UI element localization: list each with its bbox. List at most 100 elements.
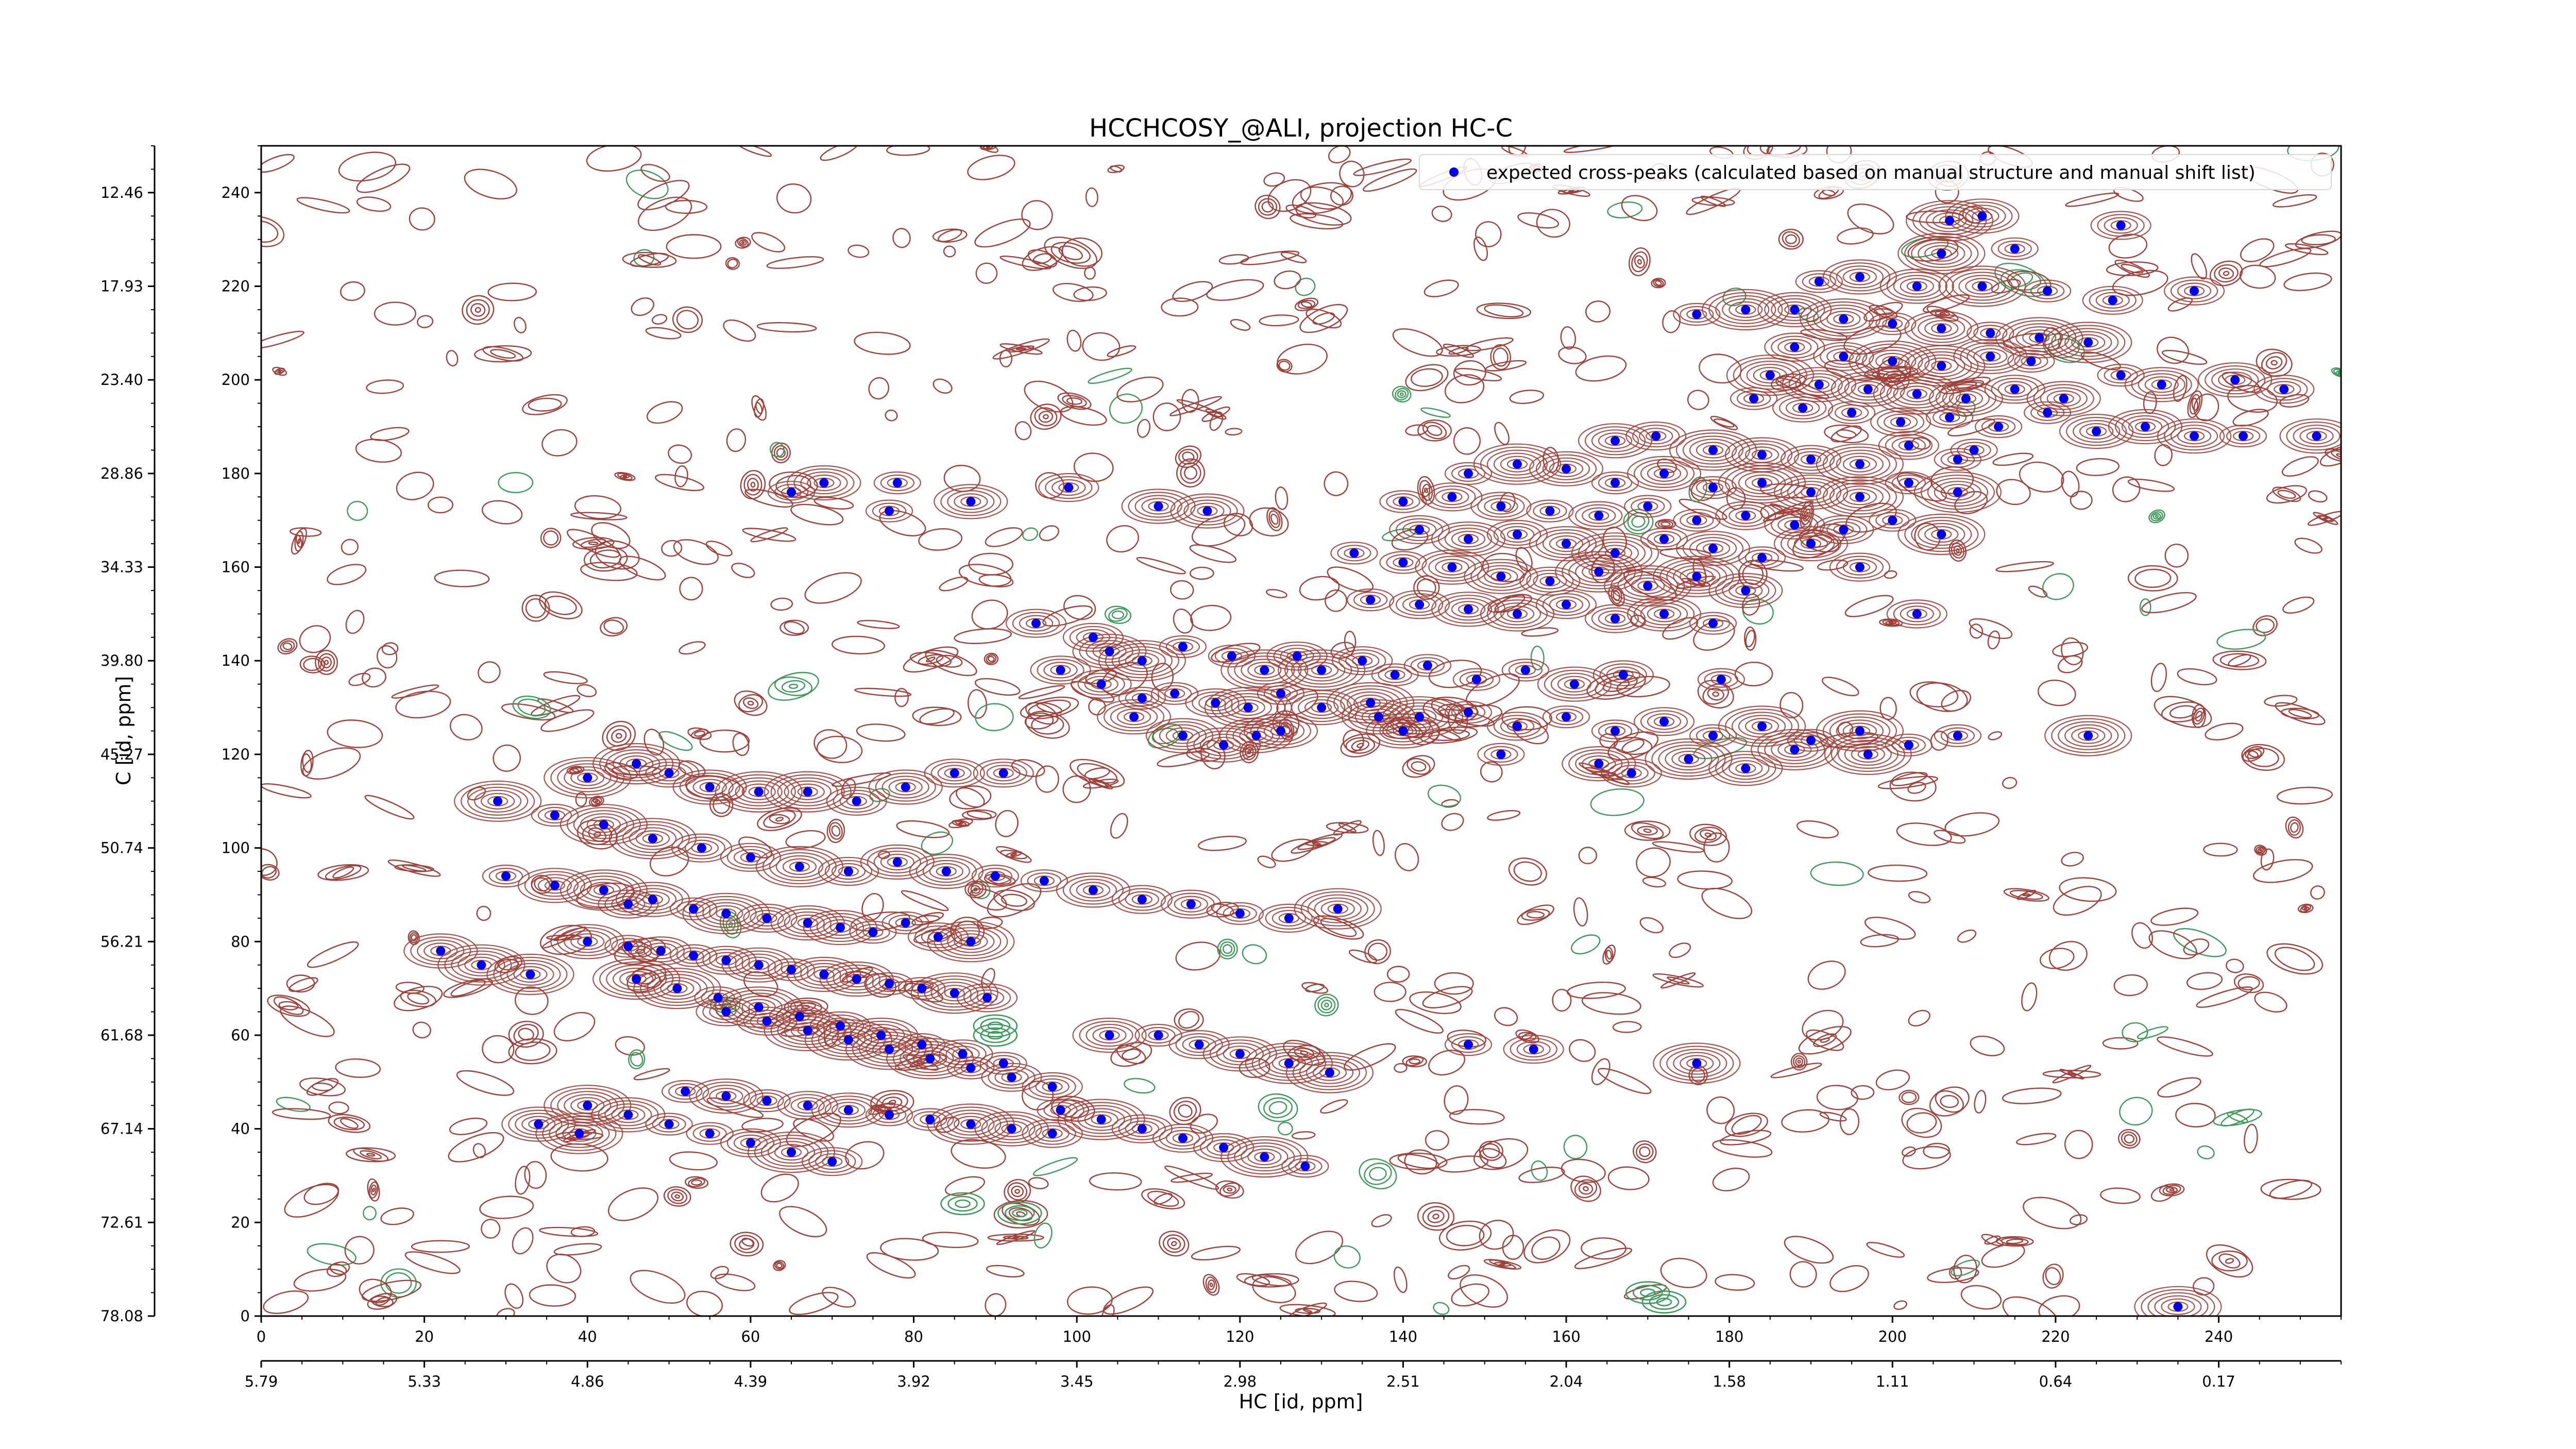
cross-peak-point	[1096, 679, 1106, 689]
peak-contour	[1141, 1026, 1176, 1044]
peak-contour	[1378, 666, 1412, 683]
peak-contour	[1598, 474, 1633, 492]
peak-contour	[924, 759, 985, 788]
peak-contour	[1965, 208, 1999, 225]
noise-contour	[2102, 1037, 2139, 1050]
noise-contour	[2206, 1244, 2253, 1278]
peak-contour	[1542, 457, 1590, 480]
noise-contour	[1893, 1300, 1907, 1310]
peak-contour	[611, 1106, 646, 1123]
peak-contour	[669, 897, 718, 920]
noise-contour	[1653, 279, 1664, 288]
cross-peak-point	[843, 1035, 853, 1044]
noise-contour	[1230, 319, 1251, 331]
cross-peak-point	[2312, 431, 2321, 441]
peak-contour	[1221, 649, 1309, 691]
noise-contour	[2317, 515, 2334, 523]
x-tick-label: 100	[1062, 1328, 1091, 1345]
cross-peak-point	[1611, 726, 1620, 736]
peak-contour	[743, 1089, 791, 1113]
peak-contour	[1697, 668, 1745, 691]
noise-contour	[2193, 707, 2205, 725]
peak-contour	[676, 947, 711, 964]
cross-peak-point	[1708, 618, 1718, 628]
noise-contour	[307, 941, 359, 968]
negative-contour	[1641, 1290, 1687, 1313]
peak-contour	[1421, 482, 1483, 512]
peak-contour	[570, 769, 605, 786]
cross-peak-point	[868, 928, 878, 937]
peak-contour	[954, 493, 988, 510]
noise-contour	[1687, 390, 1709, 410]
cross-peak-point	[1765, 370, 1775, 380]
cross-peak-point	[1056, 1105, 1065, 1115]
noise-contour	[766, 256, 824, 269]
peak-contour	[1651, 741, 1726, 777]
peak-contour	[1484, 498, 1518, 515]
peak-contour	[1265, 1052, 1313, 1075]
peak-contour	[709, 1088, 743, 1105]
cross-peak-point	[966, 937, 976, 947]
peak-contour	[1680, 568, 1714, 585]
noise-contour	[302, 747, 361, 780]
noise-contour	[978, 146, 998, 153]
peak-contour	[1952, 272, 2013, 301]
y-ppm-tick-label: 72.61	[100, 1214, 143, 1231]
noise-contour	[1790, 1053, 1808, 1071]
noise-contour	[1249, 507, 1289, 536]
noise-contour	[1480, 761, 1503, 783]
peak-contour	[1557, 676, 1591, 693]
peak-contour	[1550, 672, 1598, 696]
peak-contour	[2040, 387, 2088, 410]
noise-contour	[479, 1195, 534, 1219]
noise-contour	[1669, 942, 1691, 958]
noise-contour	[1991, 279, 2021, 294]
cross-peak-point	[819, 969, 829, 979]
noise-contour	[446, 350, 459, 367]
noise-contour	[1781, 1109, 1829, 1133]
peak-contour	[1312, 1064, 1347, 1081]
noise-contour	[517, 698, 546, 716]
peak-contour	[2226, 428, 2261, 445]
peak-contour	[1103, 702, 1165, 732]
noise-contour	[1970, 1035, 2005, 1056]
peak-contour	[2058, 328, 2119, 357]
cross-peak-point	[876, 1031, 886, 1040]
cross-peak-point	[1317, 665, 1327, 675]
noise-contour	[1782, 231, 1800, 247]
noise-contour	[912, 706, 962, 726]
noise-contour	[2244, 1123, 2258, 1154]
noise-contour	[1085, 187, 1098, 207]
noise-contour	[1417, 419, 1452, 442]
noise-contour	[1007, 1182, 1027, 1201]
peak-contour	[1689, 612, 1737, 635]
cross-peak-point	[1806, 487, 1816, 497]
noise-contour	[1035, 765, 1059, 793]
cross-peak-point	[1251, 731, 1261, 740]
cross-peak-point	[1513, 721, 1522, 731]
noise-contour	[2254, 845, 2267, 856]
noise-contour	[2196, 986, 2253, 1008]
legend-marker	[1449, 167, 1459, 177]
noise-contour	[822, 1287, 856, 1308]
cross-peak-point	[966, 1063, 976, 1073]
peak-contour	[2154, 1295, 2202, 1316]
noise-contour	[995, 810, 1019, 837]
peak-contour	[1836, 452, 1884, 476]
peak-contour	[1272, 1055, 1306, 1072]
noise-contour	[630, 252, 669, 267]
peak-contour	[1787, 448, 1835, 471]
noise-contour	[1106, 525, 1139, 553]
peak-contour	[1028, 1075, 1076, 1098]
peak-contour	[702, 949, 750, 972]
noise-contour	[1136, 557, 1186, 575]
cross-peak-point	[1496, 571, 1506, 581]
noise-contour	[2301, 234, 2336, 245]
noise-contour	[739, 240, 747, 246]
peak-contour	[1934, 724, 1981, 747]
noise-contour	[725, 257, 740, 270]
noise-contour	[1473, 1138, 1529, 1170]
peak-contour	[1165, 727, 1200, 744]
peak-contour	[1223, 905, 1257, 922]
cross-peak-point	[1096, 1115, 1106, 1124]
